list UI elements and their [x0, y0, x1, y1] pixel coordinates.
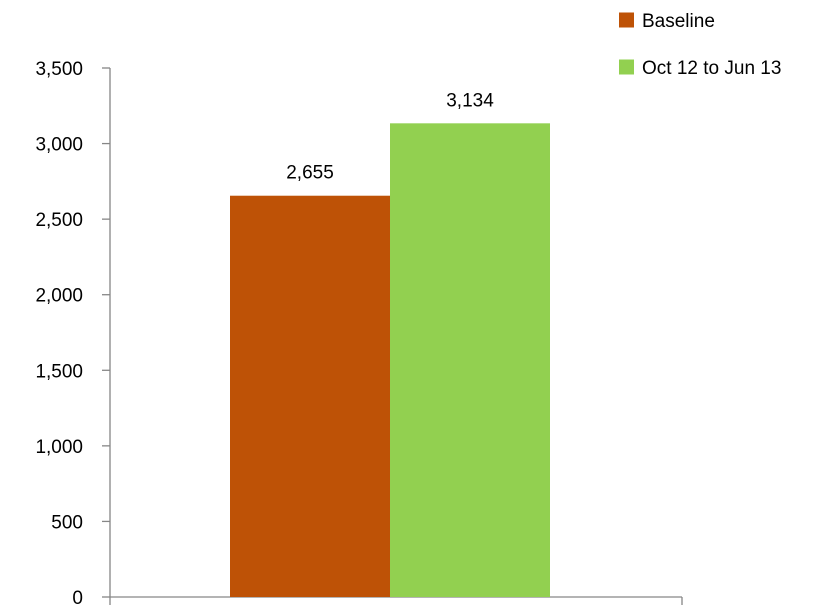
y-tick-label: 500: [51, 512, 83, 533]
y-tick-label: 1,500: [35, 361, 83, 382]
legend: Baseline Oct 12 to Jun 13: [619, 11, 781, 79]
data-labels: 2,655 3,134: [286, 90, 494, 183]
bars: [230, 123, 550, 598]
legend-label: Oct 12 to Jun 13: [642, 58, 781, 79]
x-axis: [109, 596, 683, 605]
y-tick-label: 3,500: [35, 59, 83, 80]
y-tick-label: 0: [72, 588, 83, 609]
legend-swatch: [619, 12, 634, 28]
bar-oct12-jun13: [390, 123, 550, 597]
y-tick-label: 1,000: [35, 437, 83, 458]
y-axis: 0 500 1,000 1,500 2,000 2,500 3,000 3,500: [35, 59, 111, 609]
legend-label: Baseline: [642, 11, 715, 32]
y-tick-label: 2,000: [35, 286, 83, 307]
bar-baseline: [230, 195, 390, 598]
y-tick-label: 3,000: [35, 135, 83, 156]
legend-swatch: [619, 59, 634, 75]
data-label: 2,655: [286, 163, 334, 184]
data-label: 3,134: [446, 90, 494, 111]
y-tick-label: 2,500: [35, 210, 83, 231]
